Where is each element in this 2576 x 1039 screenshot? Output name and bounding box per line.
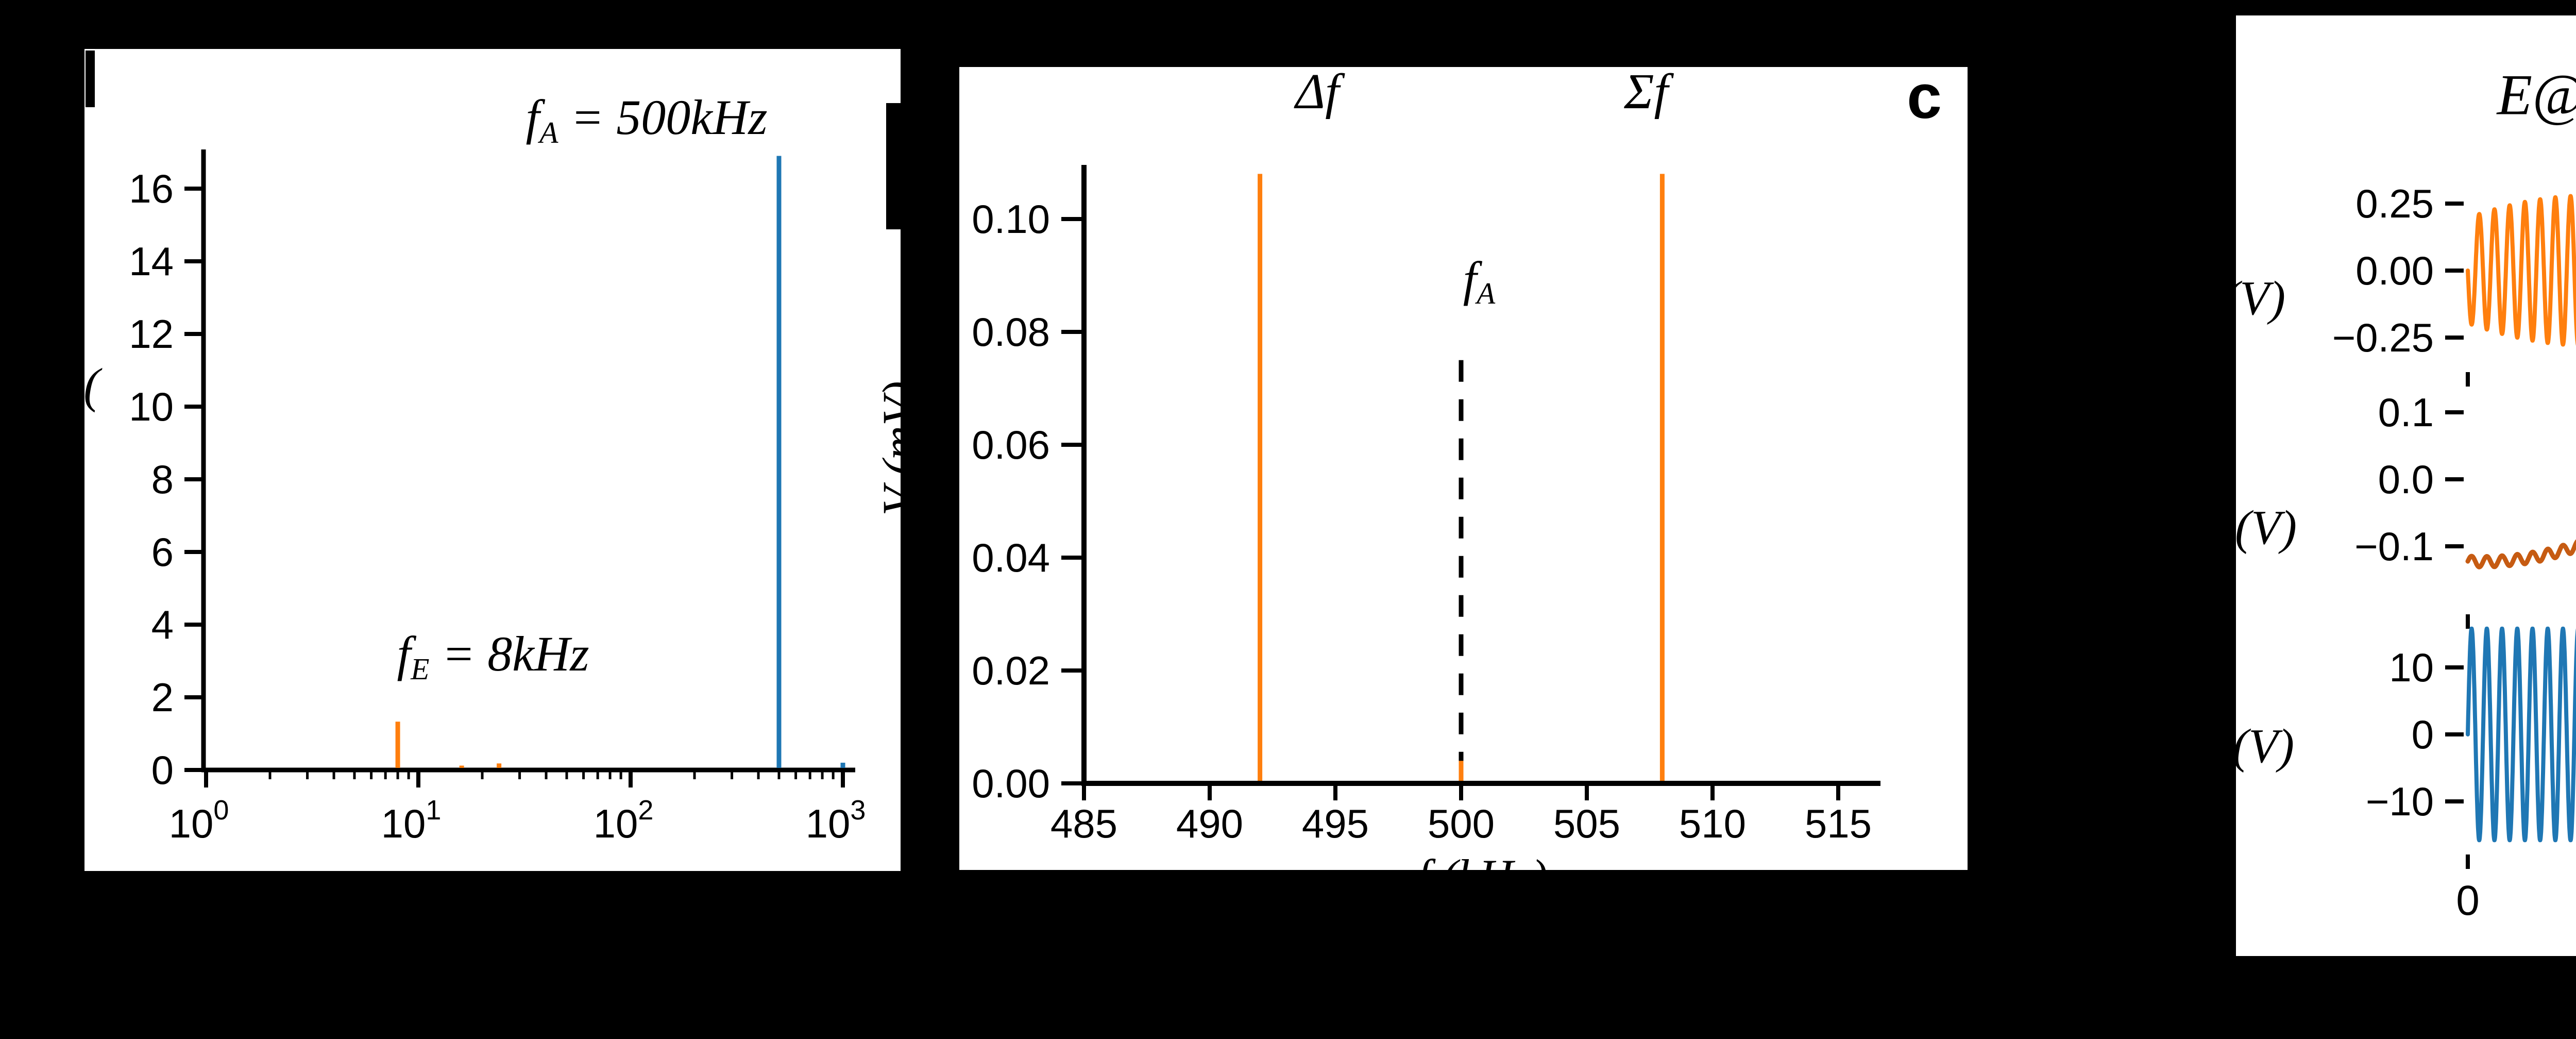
svg-text:0.10: 0.10 — [972, 196, 1050, 242]
svg-text:−0.1: −0.1 — [2354, 524, 2434, 569]
svg-text:−0.25: −0.25 — [2332, 315, 2434, 360]
fa-subscript: A — [539, 115, 558, 149]
svg-text:12: 12 — [129, 311, 174, 357]
row1-ylabel-volts: (V) — [2224, 272, 2286, 325]
title-e-times-p: E@8kHz × P@500kHz — [2497, 63, 2576, 127]
fe-symbol: f — [397, 626, 411, 682]
svg-text:0: 0 — [2412, 712, 2434, 757]
svg-text:6: 6 — [151, 529, 174, 575]
svg-text:505: 505 — [1553, 801, 1620, 846]
label-fa-dashed: fA — [1463, 250, 1495, 311]
fa-mid-subscript: A — [1477, 277, 1496, 311]
svg-text:8: 8 — [151, 457, 174, 502]
label-sigma-f: Σf — [1624, 64, 1668, 120]
panel-log-spectrum — [84, 49, 901, 871]
svg-text:0.00: 0.00 — [2355, 248, 2434, 293]
annotation-fe-8khz: fE = 8kHz — [397, 625, 589, 687]
svg-text:485: 485 — [1050, 801, 1117, 846]
svg-text:0.0: 0.0 — [2378, 457, 2434, 502]
row3-ylabel-volts: (V) — [2232, 719, 2295, 773]
svg-text:490: 490 — [1176, 801, 1243, 846]
svg-text:0: 0 — [2456, 877, 2480, 924]
svg-text:103: 103 — [806, 795, 866, 846]
svg-text:0.1: 0.1 — [2378, 390, 2434, 435]
fa-value: = 500kHz — [558, 90, 768, 145]
annotation-fa-500khz: fA = 500kHz — [526, 89, 767, 150]
fe-subscript: E — [411, 651, 430, 686]
svg-text:100: 100 — [169, 795, 229, 846]
label-delta-f: Δf — [1295, 64, 1340, 120]
svg-text:10: 10 — [2389, 645, 2434, 690]
clipped-ylabel-fragment-c: V (mV) — [873, 381, 925, 516]
svg-text:495: 495 — [1302, 801, 1369, 846]
svg-text:14: 14 — [129, 239, 174, 284]
svg-text:0: 0 — [151, 747, 174, 793]
row2-ylabel-volts: (V) — [2235, 501, 2297, 555]
svg-text:−10: −10 — [2366, 779, 2434, 824]
panel-time-traces — [2236, 15, 2576, 956]
panel-mixing-spectrum — [959, 67, 1968, 870]
fe-value: = 8kHz — [429, 626, 589, 682]
svg-text:510: 510 — [1679, 801, 1746, 846]
clipped-black-mark-panel-a — [886, 103, 901, 229]
svg-text:500: 500 — [1428, 801, 1495, 846]
fa-symbol: f — [526, 90, 540, 145]
svg-text:0.08: 0.08 — [972, 309, 1050, 355]
svg-text:0.04: 0.04 — [972, 535, 1050, 580]
panel-letter-c: c — [1907, 61, 1942, 131]
svg-text:16: 16 — [129, 166, 174, 211]
clipped-ylabel-fragment-a: ( — [83, 358, 100, 413]
svg-text:0.00: 0.00 — [972, 761, 1050, 806]
svg-text:0.25: 0.25 — [2355, 181, 2434, 226]
svg-text:102: 102 — [594, 795, 654, 846]
svg-text:0.02: 0.02 — [972, 648, 1050, 693]
svg-text:515: 515 — [1805, 801, 1872, 846]
clipped-glyph-fragment-top-left — [86, 51, 95, 107]
svg-text:101: 101 — [381, 795, 442, 846]
svg-text:2: 2 — [151, 675, 174, 720]
fa-mid-symbol: f — [1463, 251, 1477, 306]
clipped-xlabel-f-khz: f (kHz) — [1417, 850, 1548, 902]
svg-text:10: 10 — [129, 384, 174, 429]
svg-text:0.06: 0.06 — [972, 422, 1050, 467]
svg-text:4: 4 — [151, 602, 174, 647]
